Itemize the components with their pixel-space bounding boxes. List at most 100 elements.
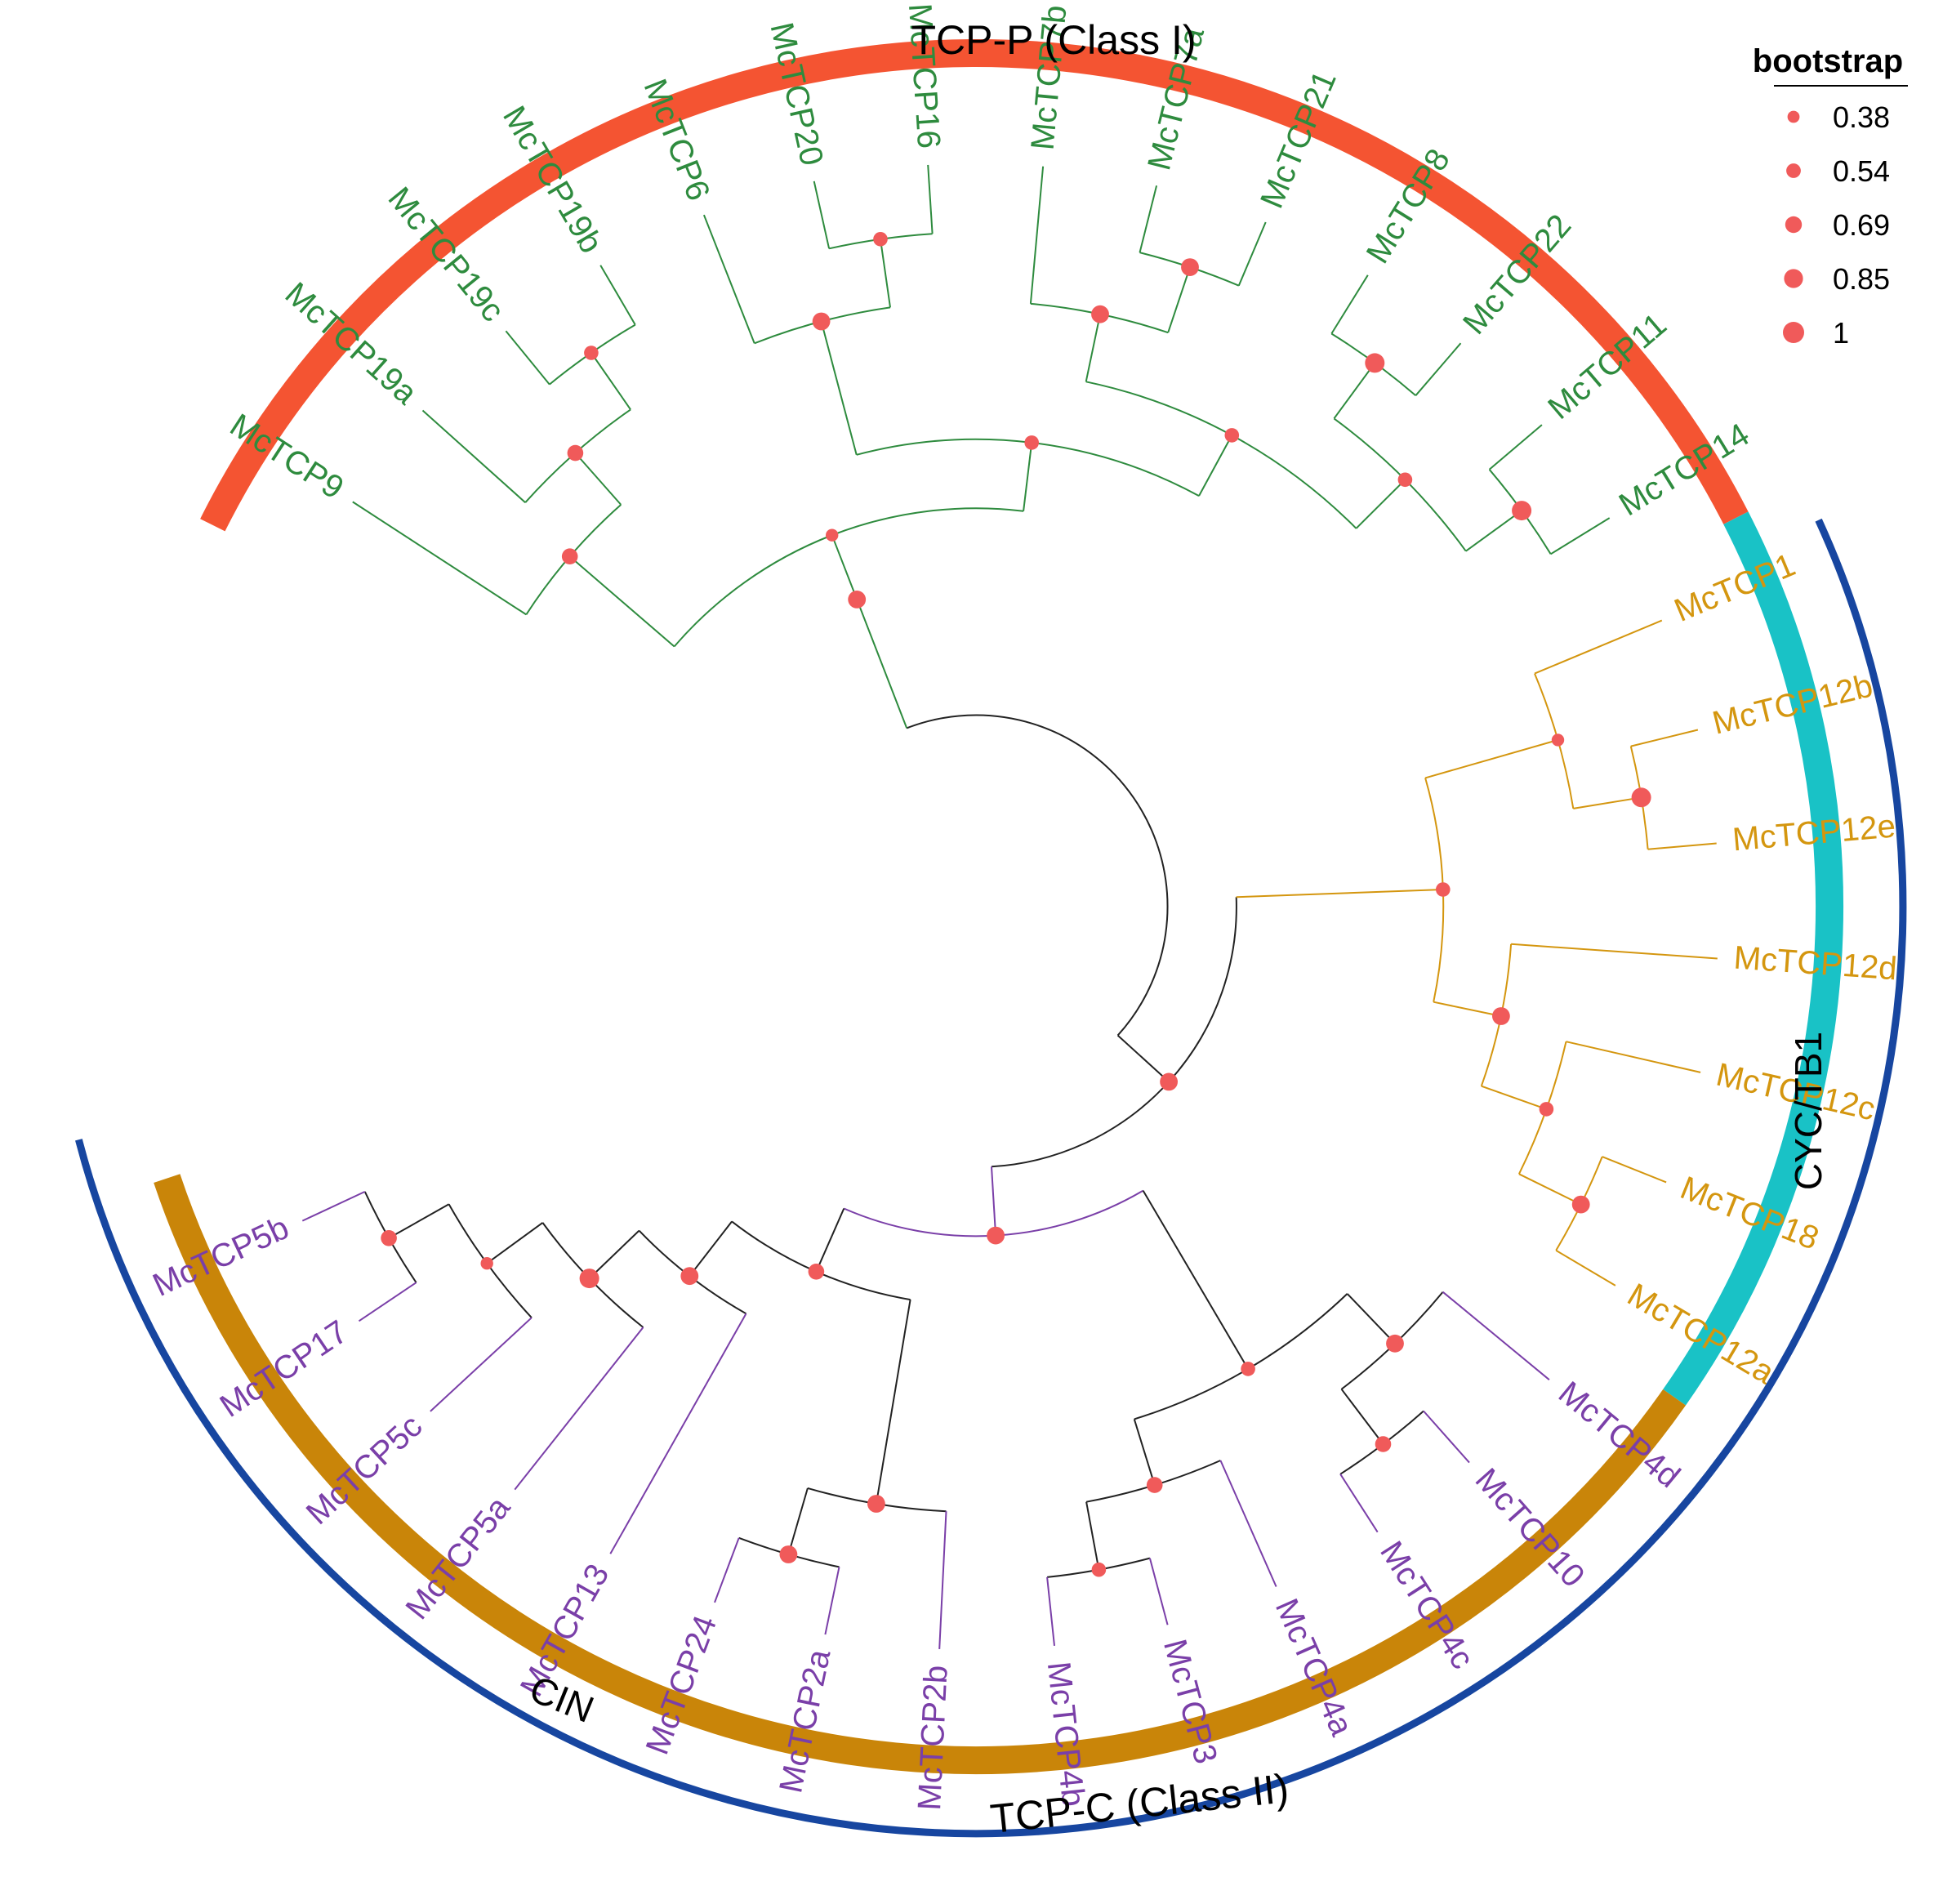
branch-37 <box>1433 1001 1502 1017</box>
branch-25 <box>1333 362 1376 419</box>
branch-43 <box>991 1166 997 1236</box>
bootstrap-node-19 <box>1224 428 1240 443</box>
branch-leaf-21 <box>1442 1291 1550 1380</box>
branch-leaf-33 <box>358 1282 417 1322</box>
branch-leaf-22 <box>1423 1410 1470 1464</box>
bootstrap-node-27 <box>1365 353 1385 373</box>
clade-label-cyc-tb1: CYC/TB1 <box>1787 1032 1829 1190</box>
branch-33 <box>1424 738 1558 779</box>
bootstrap-node-63 <box>680 1267 699 1286</box>
branch-leaf-2 <box>505 330 550 386</box>
branch-leaf-0 <box>352 501 527 616</box>
ring-tcp-p <box>200 39 1749 532</box>
branch-53 <box>1085 1501 1100 1570</box>
bootstrap-node-69 <box>381 1230 397 1246</box>
branch-leaf-16 <box>1647 842 1717 850</box>
branch-29 <box>1116 1034 1170 1083</box>
bootstrap-node-47 <box>1241 1362 1255 1376</box>
branch-3 <box>831 534 858 600</box>
legend-swatch-0 <box>1787 110 1800 123</box>
ring-cin <box>154 1174 1687 1774</box>
branch-leaf-31 <box>514 1327 644 1491</box>
bootstrap-node-41 <box>1539 1102 1554 1117</box>
branch-leaf-28 <box>824 1567 840 1635</box>
branch-21 <box>1167 266 1191 333</box>
legend-title: bootstrap <box>1753 43 1903 79</box>
bootstrap-node-21 <box>1091 305 1109 323</box>
branch-leaf-29 <box>714 1537 740 1603</box>
branch-arc-0 <box>906 714 1169 1037</box>
bootstrap-node-55 <box>1091 1562 1107 1577</box>
branch-leaf-32 <box>430 1317 533 1412</box>
branch-13 <box>820 321 858 456</box>
bootstrap-node-5 <box>826 528 839 542</box>
branch-45 <box>1142 1190 1249 1370</box>
bootstrap-node-11 <box>584 346 599 360</box>
branch-49 <box>1340 1389 1384 1445</box>
legend-items: 0.38 0.54 0.69 0.85 1 <box>1783 100 1890 350</box>
branch-63 <box>588 1229 640 1279</box>
ring-cyc-tb1 <box>1663 511 1844 1406</box>
branch-leaf-20 <box>1555 1249 1616 1286</box>
bootstrap-node-37 <box>1631 787 1651 808</box>
branch-leaf-12 <box>1488 424 1543 470</box>
branch-leaf-15 <box>1630 729 1699 747</box>
branch-leaf-24 <box>1219 1460 1277 1587</box>
legend-swatch-1 <box>1786 163 1801 178</box>
bootstrap-nodes <box>381 232 1651 1577</box>
branch-leaf-3 <box>599 265 636 326</box>
branch-7 <box>574 452 622 506</box>
branch-leaf-5 <box>813 181 831 249</box>
bootstrap-node-49 <box>1386 1334 1404 1353</box>
bootstrap-node-33 <box>1436 882 1451 897</box>
bootstrap-node-7 <box>561 548 578 564</box>
legend-label-0: 0.38 <box>1833 100 1890 134</box>
legend-swatch-3 <box>1784 269 1803 288</box>
bootstrap-node-25 <box>1397 472 1413 488</box>
branch-27 <box>1465 510 1522 552</box>
branch-leaf-30 <box>609 1313 747 1554</box>
branch-leaf-25 <box>1148 1558 1169 1625</box>
bootstrap-node-35 <box>1551 734 1565 747</box>
branch-55 <box>815 1208 845 1273</box>
legend-label-1: 0.54 <box>1833 154 1890 188</box>
branch-leaf-1 <box>421 409 526 503</box>
branch-67 <box>388 1203 450 1239</box>
branch-41 <box>1518 1173 1582 1206</box>
bootstrap-node-15 <box>812 312 831 331</box>
branch-11 <box>1023 442 1033 511</box>
branch-leaf-11 <box>1415 342 1462 396</box>
bootstrap-node-9 <box>567 444 584 462</box>
branch-35 <box>1573 796 1642 809</box>
bootstrap-node-39 <box>1492 1007 1510 1025</box>
branch-57 <box>875 1299 911 1505</box>
legend-swatch-2 <box>1785 216 1803 234</box>
bootstrap-node-51 <box>1375 1436 1392 1452</box>
bootstrap-node-53 <box>1146 1477 1163 1493</box>
bootstrap-node-57 <box>808 1264 825 1280</box>
bootstrap-node-3 <box>848 591 867 609</box>
branch-1 <box>856 599 908 729</box>
legend-label-2: 0.69 <box>1833 208 1890 242</box>
clade-label-tcp-p: TCP-P (Class I) <box>911 17 1196 63</box>
branch-leaf-10 <box>1330 274 1369 335</box>
branch-59 <box>787 1487 809 1555</box>
bootstrap-node-23 <box>1181 258 1199 276</box>
bootstrap-node-65 <box>579 1269 599 1289</box>
legend-swatch-4 <box>1783 322 1804 343</box>
bootstrap-node-61 <box>779 1545 798 1563</box>
branch-17 <box>1198 435 1233 497</box>
bootstrap-legend: bootstrap 0.38 0.54 0.69 0.85 1 <box>1753 43 1908 350</box>
branch-leaf-6 <box>927 164 934 234</box>
bootstrap-node-29 <box>1512 501 1532 521</box>
branch-leaf-27 <box>938 1511 947 1649</box>
branch-19 <box>1085 314 1101 382</box>
bootstrap-node-45 <box>987 1226 1005 1245</box>
branch-15 <box>880 239 891 308</box>
branch-leaf-34 <box>301 1190 366 1222</box>
branch-51 <box>1133 1419 1156 1486</box>
bootstrap-node-67 <box>480 1257 493 1270</box>
branch-61 <box>689 1220 733 1277</box>
